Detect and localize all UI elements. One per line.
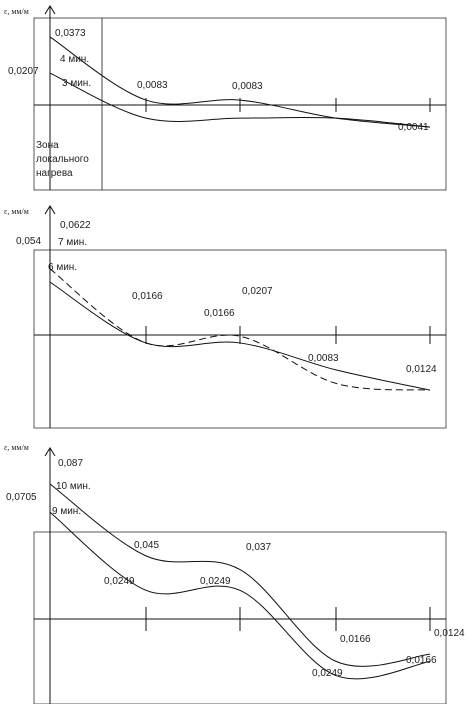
- data-label: 0,0249: [104, 576, 135, 587]
- y-axis-label: ε, мм/м: [4, 207, 29, 216]
- chart-3: ε, мм/м 10 мин. 0,087 0,045 0,037 0,0166 0,012…: [4, 443, 465, 704]
- y-axis-arrow: [44, 5, 56, 15]
- series-label: 9 мин.: [52, 506, 81, 517]
- data-label: 0,0166: [132, 291, 163, 302]
- data-label: 0,045: [134, 540, 159, 551]
- y-axis-label: ε, мм/м: [4, 443, 29, 452]
- data-label: 0,087: [58, 458, 83, 469]
- zone-label: локального: [36, 154, 89, 165]
- series-line: [49, 72, 431, 128]
- data-label: 0,0249: [200, 576, 231, 587]
- data-label: 0,054: [16, 236, 41, 247]
- data-label: 0,0041: [398, 122, 429, 133]
- data-label: 0,0622: [60, 220, 91, 231]
- zone-label: нагрева: [36, 168, 73, 179]
- data-label: 0,0083: [232, 81, 263, 92]
- series-label: 10 мин.: [56, 481, 91, 492]
- y-axis-arrow: [44, 447, 56, 457]
- chart-1: Зона локального нагрева ε, мм/м 4 мин. 0,0373…: [4, 5, 447, 191]
- series-line: [49, 281, 431, 391]
- chart-frame: [33, 531, 447, 704]
- data-label: 0,0249: [312, 668, 343, 679]
- chart-frame: [33, 249, 447, 429]
- data-label: 0,0705: [6, 492, 37, 503]
- series-label: 3 мин.: [62, 78, 91, 89]
- data-label: 0,037: [246, 542, 271, 553]
- data-label: 0,0124: [434, 628, 465, 639]
- series-label: 6 мин.: [48, 262, 77, 273]
- series-line: [49, 36, 431, 128]
- data-label: 0,0166: [340, 634, 371, 645]
- series-line: [49, 511, 431, 680]
- zone-label: Зона: [36, 140, 59, 151]
- chart-frame: [33, 17, 447, 191]
- y-axis-arrow: [44, 205, 56, 215]
- data-label: 0,0166: [204, 308, 235, 319]
- series-label: 7 мин.: [58, 237, 87, 248]
- data-label: 0,0083: [308, 353, 339, 364]
- series-line: [49, 483, 431, 667]
- chart-2: ε, мм/м 7 мин. 0,0622 0,0207 0,0083 6 мин. 0,0…: [4, 205, 447, 429]
- data-label: 0,0207: [242, 286, 273, 297]
- data-label: 0,0124: [406, 364, 437, 375]
- data-label: 0,0207: [8, 66, 39, 77]
- data-label: 0,0373: [55, 28, 86, 39]
- data-label: 0,0083: [137, 80, 168, 91]
- data-label: 0,0166: [406, 655, 437, 666]
- y-axis-label: ε, мм/м: [4, 7, 29, 16]
- series-label: 4 мин.: [60, 54, 89, 65]
